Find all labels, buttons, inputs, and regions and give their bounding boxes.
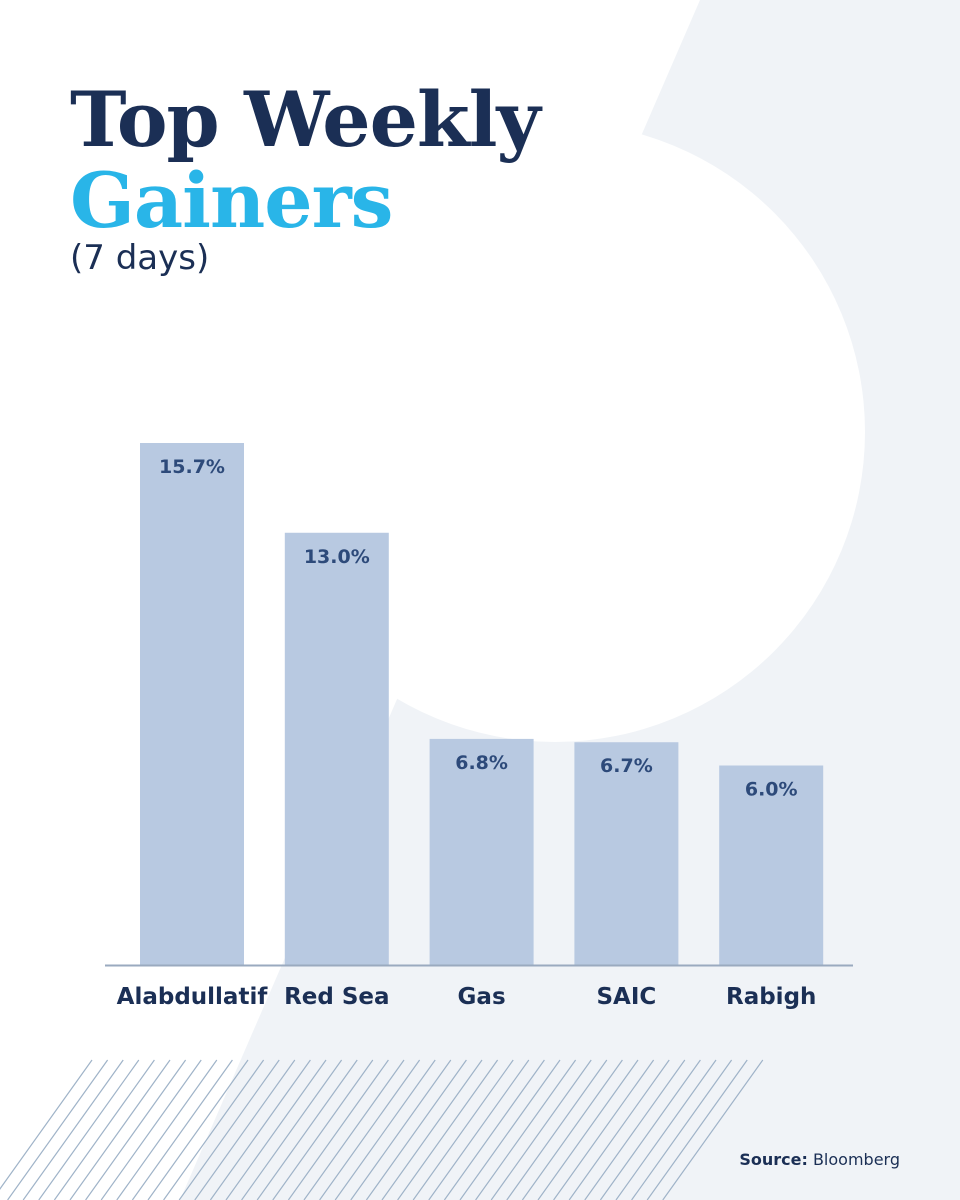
data-label: 6.7%: [600, 755, 653, 777]
hatch-line: [53, 1059, 155, 1200]
bar: [429, 738, 534, 965]
hatch-line: [475, 1059, 577, 1200]
hatch-line: [568, 1059, 670, 1200]
category-label: Gas: [458, 984, 506, 1010]
hatch-line: [85, 1059, 187, 1200]
hatch-line: [163, 1059, 265, 1200]
hatch-line: [7, 1059, 109, 1200]
hatch-line: [38, 1059, 140, 1200]
hatch-line: [365, 1059, 467, 1200]
category-label: Rabigh: [726, 984, 816, 1010]
source-note: Source: Bloomberg: [739, 1150, 900, 1169]
data-label: 13.0%: [304, 546, 370, 568]
background-circle: [245, 122, 865, 742]
category-label: Alabdullatif: [117, 984, 269, 1010]
hatch-line: [599, 1059, 701, 1200]
source-name: Bloomberg: [812, 1150, 900, 1169]
hatch-line: [506, 1059, 608, 1200]
hatch-line: [443, 1059, 545, 1200]
category-label: Red Sea: [284, 984, 389, 1010]
hatch-line: [178, 1059, 280, 1200]
hatch-line: [381, 1059, 483, 1200]
hatch-line: [225, 1059, 327, 1200]
hatch-line: [490, 1059, 592, 1200]
hatch-line: [256, 1059, 358, 1200]
hatch-line: [100, 1059, 202, 1200]
hatch-line: [147, 1059, 249, 1200]
bar: [284, 532, 389, 965]
hatch-line: [241, 1059, 343, 1200]
data-label: 15.7%: [159, 456, 225, 478]
hatch-line: [303, 1059, 405, 1200]
page-title-highlight: Gainers: [70, 156, 393, 245]
hatch-line: [116, 1059, 218, 1200]
bar: [140, 443, 244, 965]
hatch-line: [209, 1059, 311, 1200]
hatch-line: [537, 1059, 639, 1200]
hatch-line: [350, 1059, 452, 1200]
data-label: 6.0%: [745, 779, 798, 801]
hatch-line: [646, 1059, 748, 1200]
hatch-line: [615, 1059, 717, 1200]
hatch-line: [0, 1059, 93, 1190]
page-subtitle: (7 days): [70, 238, 210, 278]
hatch-line: [412, 1059, 514, 1200]
hatch-line: [287, 1059, 389, 1200]
hatch-line: [69, 1059, 171, 1200]
hatch-line: [428, 1059, 530, 1200]
page-title: Top Weekly: [70, 75, 541, 164]
hatch-line: [553, 1059, 655, 1200]
hatch-line: [631, 1059, 733, 1200]
hatch-line: [22, 1059, 124, 1200]
hatch-line: [459, 1059, 561, 1200]
hatch-line: [194, 1059, 296, 1200]
bar: [719, 765, 824, 965]
bar: [574, 742, 679, 965]
hatch-line: [397, 1059, 499, 1200]
hatch-line: [131, 1059, 233, 1200]
hatch-line: [334, 1059, 436, 1200]
data-label: 6.8%: [455, 752, 508, 774]
hatch-line: [584, 1059, 686, 1200]
source-label: Source:: [739, 1150, 808, 1169]
hatch-line: [319, 1059, 421, 1200]
category-label: SAIC: [596, 984, 656, 1010]
hatch-line: [521, 1059, 623, 1200]
hatch-pattern: [0, 1059, 764, 1200]
hatch-line: [662, 1059, 764, 1200]
hatch-line: [272, 1059, 374, 1200]
